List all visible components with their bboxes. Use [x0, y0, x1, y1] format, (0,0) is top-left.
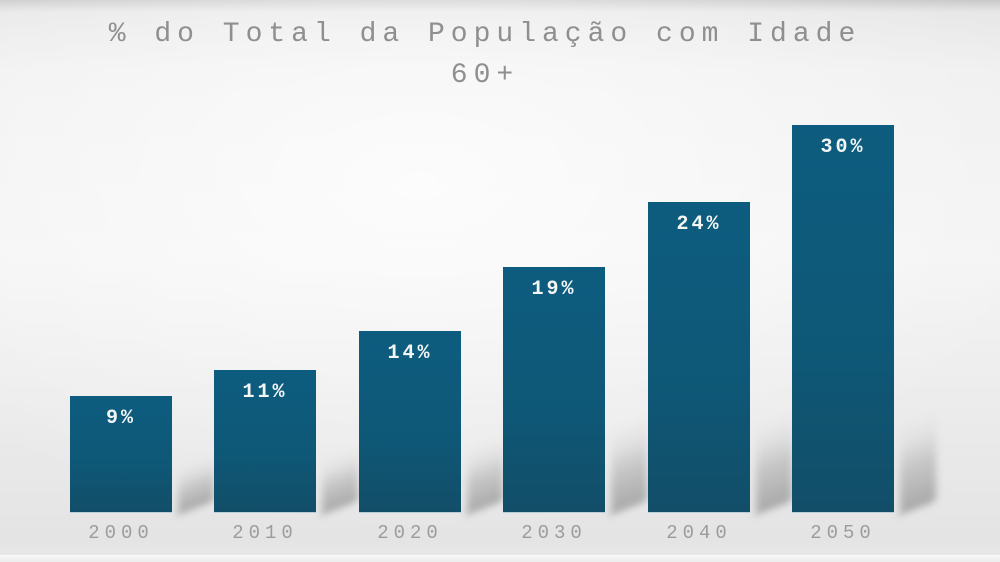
bar: 30%	[792, 125, 894, 513]
bar-shadow	[322, 446, 358, 515]
bar: 24%	[648, 202, 750, 513]
bar: 14%	[359, 331, 461, 513]
floor-divider	[0, 555, 1000, 562]
axis-label: 2040	[666, 522, 732, 544]
axis-label: 2020	[377, 522, 443, 544]
bar-shadow	[756, 411, 792, 515]
bar: 19%	[503, 267, 605, 513]
bar-value-label: 24%	[676, 213, 722, 236]
axis-label: 2050	[810, 522, 876, 544]
axis-label: 2030	[521, 522, 587, 544]
bar-value-label: 11%	[242, 381, 288, 404]
bar-value-label: 19%	[531, 278, 577, 301]
bar-shadow	[611, 415, 647, 515]
bar-value-label: 30%	[820, 136, 866, 159]
bar-value-label: 9%	[105, 407, 136, 430]
bar-shadow	[467, 435, 503, 515]
chart-title-line-1: % do Total da População com Idade	[108, 19, 862, 50]
axis-label: 2010	[232, 522, 298, 544]
bar: 11%	[214, 370, 316, 513]
bar-value-label: 14%	[387, 342, 433, 365]
bar: 9%	[70, 396, 172, 513]
bar-shadow	[900, 411, 936, 515]
chart-title: % do Total da População com Idade 60+	[0, 14, 970, 96]
axis-label: 2000	[88, 522, 154, 544]
bar-shadow	[178, 454, 214, 515]
chart-title-line-2: 60+	[450, 60, 520, 91]
